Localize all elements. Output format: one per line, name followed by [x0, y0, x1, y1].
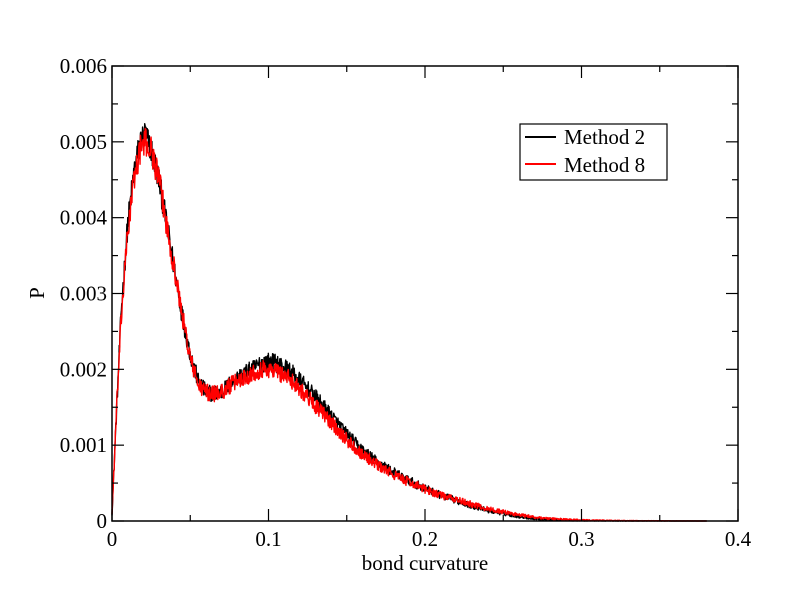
y-tick-label: 0.002 — [60, 357, 107, 381]
tick-labels-layer: 0 0.1 0.2 0.3 0.4 0 0.001 0.002 0.003 0.004 0.005 0… — [60, 54, 752, 551]
x-tick-label: 0.3 — [568, 527, 594, 551]
y-tick-label: 0.006 — [60, 54, 107, 78]
legend: Method 2 Method 8 — [519, 123, 668, 181]
y-tick-label: 0.004 — [60, 206, 108, 230]
x-tick-label: 0.2 — [412, 527, 438, 551]
x-tick-label: 0 — [107, 527, 118, 551]
x-tick-label: 0.1 — [255, 527, 281, 551]
y-axis-label: P — [25, 287, 49, 299]
legend-box — [519, 123, 668, 181]
y-tick-label: 0.005 — [60, 130, 107, 154]
x-tick-label: 0.4 — [725, 527, 752, 551]
y-tick-label: 0.001 — [60, 433, 107, 457]
y-tick-label: 0.003 — [60, 282, 107, 306]
x-axis-label: bond curvature — [362, 551, 489, 575]
ticks-layer — [111, 65, 739, 522]
y-tick-label: 0 — [97, 509, 108, 533]
legend-label-method-8: Method 8 — [564, 153, 645, 177]
legend-label-method-2: Method 2 — [564, 125, 645, 149]
